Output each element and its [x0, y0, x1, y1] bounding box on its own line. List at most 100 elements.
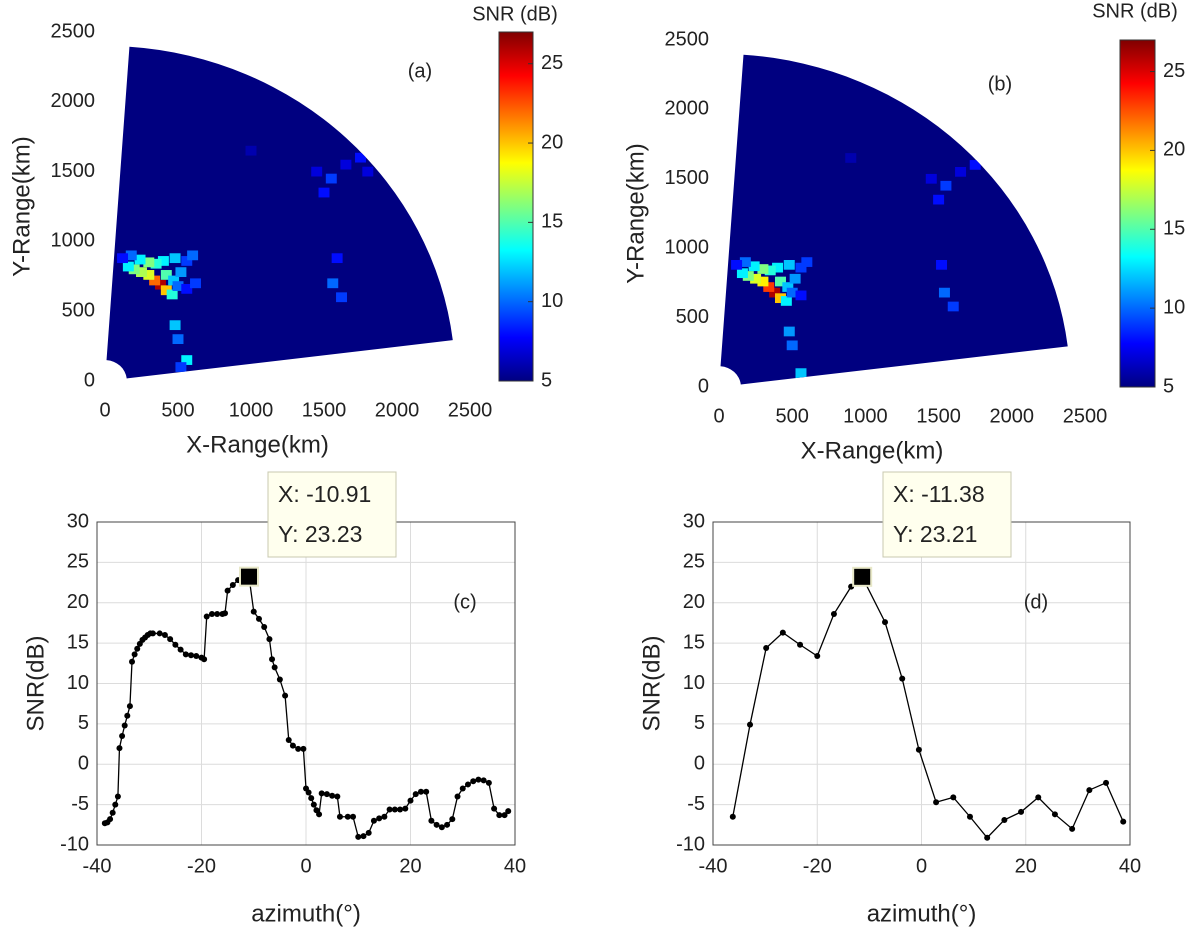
y-axis-label: SNR(dB)	[638, 635, 665, 731]
x-tick-label: 0	[916, 855, 927, 877]
cell	[764, 265, 776, 276]
point	[316, 811, 323, 818]
x-tick-label: 1000	[843, 405, 888, 427]
cell	[143, 270, 155, 280]
datatip-text: Y: 23.21	[893, 521, 977, 547]
y-tick-label: -5	[71, 793, 89, 815]
colorbar	[498, 31, 534, 382]
cell	[925, 173, 937, 184]
y-tick-label: 2000	[665, 98, 710, 120]
point	[119, 732, 126, 739]
cell	[117, 253, 128, 264]
point	[407, 797, 414, 804]
point	[360, 833, 367, 840]
y-tick-label: 30	[67, 510, 89, 532]
point	[282, 692, 289, 699]
point	[336, 813, 343, 820]
point	[214, 611, 221, 618]
datatip-text: X: -10.91	[278, 481, 371, 507]
point	[344, 813, 351, 820]
point	[505, 808, 512, 815]
cell	[742, 271, 754, 281]
cell	[782, 282, 794, 292]
point	[156, 630, 163, 637]
cell	[181, 355, 193, 365]
cell	[172, 334, 184, 345]
point	[365, 829, 372, 836]
point	[830, 611, 837, 618]
cells	[731, 153, 981, 378]
cell	[160, 270, 172, 280]
panel-label: (a)	[408, 60, 432, 82]
colorbar-tick-label: 20	[541, 131, 563, 153]
point	[289, 742, 296, 749]
cell	[169, 320, 181, 331]
datatip-text: X: -11.38	[893, 481, 985, 507]
point	[1086, 787, 1093, 794]
y-tick-label: 0	[698, 375, 709, 397]
x-tick-label: 500	[161, 399, 194, 421]
cell	[175, 267, 187, 277]
cell	[157, 256, 169, 266]
cells	[117, 145, 374, 372]
point	[261, 623, 268, 630]
y-tick-label: 30	[683, 510, 705, 532]
y-tick-label: 20	[67, 591, 89, 613]
point	[1069, 825, 1076, 832]
cell	[783, 259, 795, 270]
y-axis-label: Y-Range(km)	[622, 143, 649, 284]
point	[271, 664, 278, 671]
point	[172, 641, 179, 648]
colorbar-tick-label: 15	[541, 211, 563, 233]
point	[449, 816, 456, 823]
cell	[175, 362, 187, 372]
x-tick-label: 40	[1119, 855, 1141, 877]
point	[747, 721, 754, 728]
cell	[769, 287, 781, 298]
point	[402, 805, 409, 812]
cell	[311, 166, 323, 177]
x-tick-label: 20	[1015, 855, 1037, 877]
y-tick-label: -10	[676, 833, 705, 855]
point	[222, 610, 229, 617]
y-tick-label: 10	[67, 672, 89, 694]
y-tick-label: 5	[694, 712, 705, 734]
point	[193, 653, 200, 660]
point	[381, 813, 388, 820]
x-axis-label: X-Range(km)	[801, 437, 944, 464]
y-tick-label: 5	[78, 712, 89, 734]
y-tick-label: 10	[683, 672, 705, 694]
cell	[331, 253, 343, 264]
point	[966, 813, 973, 820]
panel-label: (b)	[988, 73, 1012, 95]
cell	[325, 173, 337, 184]
y-tick-label: 0	[78, 753, 89, 775]
point	[433, 821, 440, 828]
cell	[143, 257, 155, 268]
y-tick-label: 2500	[51, 20, 96, 42]
x-axis-label: azimuth(°)	[251, 900, 361, 927]
y-axis-label: SNR(dB)	[22, 635, 49, 731]
point	[915, 746, 922, 753]
point	[224, 587, 231, 594]
point	[276, 676, 283, 683]
sector	[720, 54, 1068, 385]
x-tick-label: 2000	[990, 405, 1035, 427]
x-tick-label: 500	[776, 405, 809, 427]
point	[109, 809, 116, 816]
cell	[362, 166, 374, 177]
point	[1018, 808, 1025, 815]
point	[129, 658, 136, 665]
point	[412, 791, 419, 798]
cell	[795, 290, 807, 301]
y-tick-label: 500	[62, 299, 95, 321]
point	[1103, 779, 1110, 786]
cell	[955, 167, 967, 177]
point	[417, 788, 424, 795]
colorbar-tick-label: 10	[1163, 296, 1185, 318]
y-tick-label: -10	[60, 833, 89, 855]
cell	[757, 276, 769, 287]
cell	[136, 267, 147, 277]
point	[167, 636, 174, 643]
